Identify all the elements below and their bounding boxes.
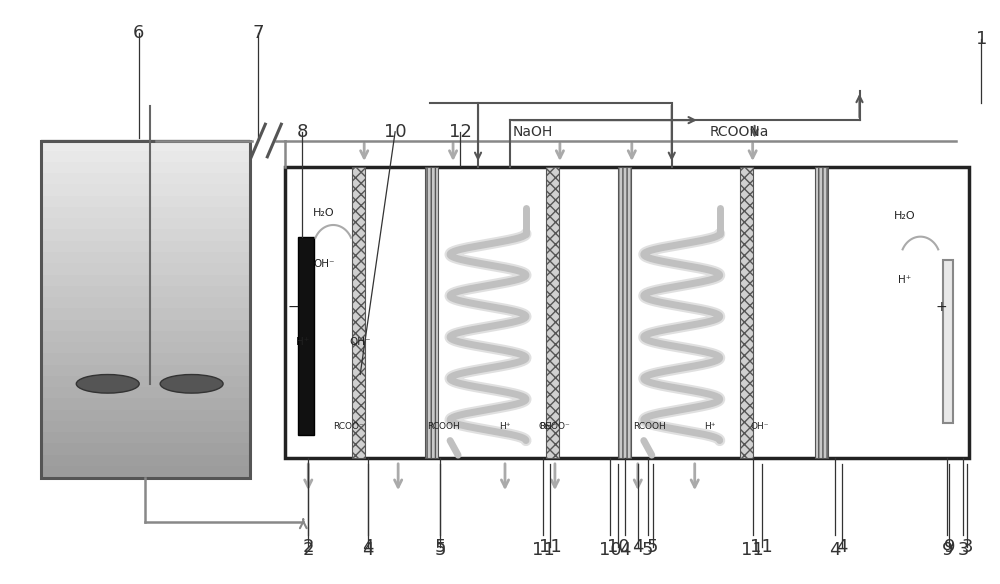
- Text: 11: 11: [539, 538, 561, 556]
- Bar: [41, 443, 250, 456]
- Bar: [41, 151, 250, 163]
- Text: 9: 9: [944, 538, 955, 556]
- Bar: [41, 432, 250, 444]
- Text: 4: 4: [836, 538, 847, 556]
- Text: 10: 10: [599, 541, 621, 558]
- Text: RCOO⁻: RCOO⁻: [540, 422, 570, 430]
- Text: 11: 11: [532, 541, 554, 558]
- Bar: [298, 237, 314, 434]
- Text: RCOONa: RCOONa: [710, 125, 769, 139]
- Bar: [41, 140, 250, 152]
- Text: 3: 3: [962, 538, 973, 556]
- Bar: [41, 207, 250, 220]
- Bar: [41, 252, 250, 265]
- Text: 4: 4: [619, 541, 631, 558]
- Bar: [41, 308, 250, 321]
- Text: OH⁻: OH⁻: [349, 336, 371, 346]
- Bar: [41, 455, 250, 467]
- Bar: [285, 167, 969, 458]
- Bar: [943, 260, 953, 423]
- Bar: [41, 297, 250, 310]
- Bar: [41, 364, 250, 377]
- Text: 11: 11: [741, 541, 764, 558]
- Bar: [41, 286, 250, 298]
- Text: OH⁻: OH⁻: [539, 422, 557, 430]
- Bar: [41, 353, 250, 366]
- Text: 10: 10: [384, 123, 406, 141]
- Bar: [41, 410, 250, 422]
- Text: 4: 4: [829, 541, 840, 558]
- Text: 4: 4: [632, 538, 644, 556]
- Text: 5: 5: [642, 541, 654, 558]
- Text: 2: 2: [303, 541, 314, 558]
- Bar: [425, 167, 438, 458]
- Ellipse shape: [76, 374, 139, 393]
- Text: 1: 1: [976, 30, 987, 47]
- Text: 5: 5: [434, 541, 446, 558]
- Text: 2: 2: [303, 538, 314, 556]
- Bar: [41, 319, 250, 332]
- Text: NaOH: NaOH: [513, 125, 553, 139]
- Bar: [41, 218, 250, 231]
- Bar: [41, 421, 250, 433]
- Text: +: +: [936, 300, 947, 314]
- Text: RCOOH: RCOOH: [633, 422, 666, 430]
- Text: 4: 4: [362, 541, 374, 558]
- Bar: [41, 342, 250, 354]
- Bar: [41, 398, 250, 411]
- Bar: [41, 466, 250, 478]
- Text: 6: 6: [133, 24, 144, 41]
- Bar: [41, 263, 250, 276]
- Bar: [41, 196, 250, 208]
- Text: 3: 3: [958, 541, 969, 558]
- Text: H⁺: H⁺: [898, 275, 911, 286]
- Bar: [618, 167, 631, 458]
- Text: H⁺: H⁺: [296, 336, 309, 346]
- Text: OH⁻: OH⁻: [750, 422, 769, 430]
- Bar: [41, 173, 250, 186]
- Text: H₂O: H₂O: [894, 211, 915, 221]
- Text: −: −: [287, 300, 299, 314]
- Bar: [41, 241, 250, 253]
- Bar: [41, 162, 250, 174]
- Bar: [546, 167, 559, 458]
- Text: 7: 7: [253, 24, 264, 41]
- Bar: [41, 274, 250, 287]
- Text: 5: 5: [434, 538, 446, 556]
- Text: OH⁻: OH⁻: [313, 259, 335, 269]
- Bar: [740, 167, 753, 458]
- Bar: [815, 167, 828, 458]
- Ellipse shape: [160, 374, 223, 393]
- Text: H⁺: H⁺: [704, 422, 715, 430]
- Text: 5: 5: [647, 538, 659, 556]
- Text: H₂O: H₂O: [312, 208, 334, 218]
- Bar: [41, 376, 250, 388]
- Bar: [41, 387, 250, 399]
- Text: 9: 9: [942, 541, 953, 558]
- Bar: [41, 185, 250, 197]
- Text: H⁺: H⁺: [499, 422, 511, 430]
- Text: 11: 11: [750, 538, 773, 556]
- Bar: [41, 230, 250, 242]
- Text: RCOO⁻: RCOO⁻: [333, 422, 364, 430]
- Text: 12: 12: [449, 123, 471, 141]
- Text: 4: 4: [362, 538, 374, 556]
- Bar: [352, 167, 365, 458]
- Text: RCOOH: RCOOH: [427, 422, 459, 430]
- Bar: [41, 331, 250, 343]
- Text: 10: 10: [607, 538, 629, 556]
- Text: 8: 8: [297, 123, 308, 141]
- Bar: [41, 141, 250, 478]
